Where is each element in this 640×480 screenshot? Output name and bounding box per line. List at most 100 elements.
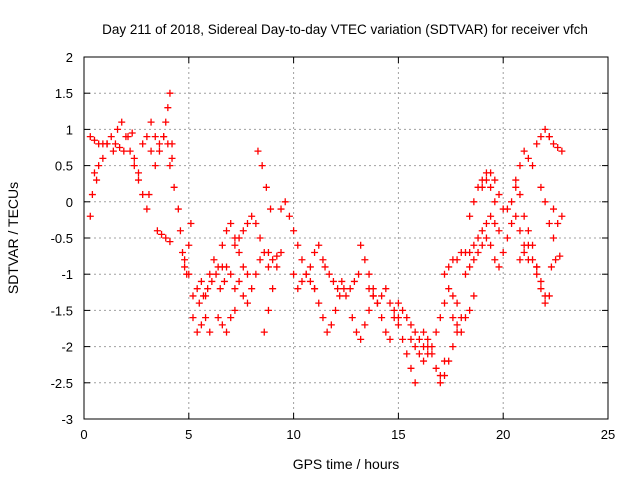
data-point xyxy=(325,270,333,278)
series-arc-22 xyxy=(311,285,348,336)
data-point xyxy=(294,241,302,249)
data-point xyxy=(235,277,243,285)
data-point xyxy=(134,176,142,184)
data-point xyxy=(545,220,553,228)
data-point xyxy=(407,321,415,329)
x-tick-label: 25 xyxy=(601,427,615,442)
data-point xyxy=(365,270,373,278)
data-point xyxy=(399,306,407,314)
data-point xyxy=(130,154,138,162)
data-point xyxy=(512,212,520,220)
series-arc-33 xyxy=(449,292,478,336)
y-tick-label: -2 xyxy=(61,340,73,355)
series-arc-23 xyxy=(321,263,363,300)
data-point xyxy=(189,292,197,300)
data-point xyxy=(147,147,155,155)
y-tick-label: -2.5 xyxy=(51,376,73,391)
data-point xyxy=(470,292,478,300)
data-point xyxy=(223,227,231,235)
series-arc-25 xyxy=(357,241,394,343)
data-point xyxy=(243,270,251,278)
data-point xyxy=(264,306,272,314)
data-point xyxy=(445,357,453,365)
data-point xyxy=(516,191,524,199)
series-arc-2 xyxy=(86,133,111,148)
data-point xyxy=(403,314,411,322)
data-point xyxy=(441,372,449,380)
series-arc-13 xyxy=(214,306,239,336)
data-point xyxy=(503,205,511,213)
data-point xyxy=(537,285,545,293)
data-point xyxy=(329,277,337,285)
data-point xyxy=(294,285,302,293)
data-point xyxy=(315,241,323,249)
data-point xyxy=(461,314,469,322)
data-point xyxy=(420,328,428,336)
data-point xyxy=(130,162,138,170)
data-point xyxy=(466,248,474,256)
data-point xyxy=(290,227,298,235)
data-point xyxy=(461,270,469,278)
series-arc-1 xyxy=(86,133,115,220)
data-point xyxy=(290,270,298,278)
data-point xyxy=(491,176,499,184)
data-point xyxy=(516,256,524,264)
data-point xyxy=(243,299,251,307)
data-point xyxy=(436,379,444,387)
data-point xyxy=(109,147,117,155)
data-point xyxy=(189,314,197,322)
data-point xyxy=(267,205,275,213)
data-point xyxy=(378,314,386,322)
data-point xyxy=(231,306,239,314)
data-point xyxy=(145,191,153,199)
data-point xyxy=(547,263,555,271)
series-arc-8 xyxy=(153,227,174,246)
data-point xyxy=(474,248,482,256)
data-point xyxy=(466,306,474,314)
data-point xyxy=(449,314,457,322)
data-point xyxy=(365,285,373,293)
data-point xyxy=(197,277,205,285)
data-point xyxy=(160,133,168,141)
x-tick-label: 5 xyxy=(185,427,192,442)
data-point xyxy=(227,220,235,228)
y-tick-label: -1 xyxy=(61,267,73,282)
data-point xyxy=(520,248,528,256)
data-point xyxy=(508,220,516,228)
data-point xyxy=(114,125,122,133)
data-point xyxy=(338,277,346,285)
series-arc-27 xyxy=(390,314,419,387)
data-point xyxy=(415,335,423,343)
data-point xyxy=(90,136,98,144)
data-point xyxy=(355,270,363,278)
data-point xyxy=(227,314,235,322)
series-arc-19 xyxy=(264,248,285,264)
data-point xyxy=(206,270,214,278)
data-point xyxy=(357,241,365,249)
series-arc-37 xyxy=(491,212,532,271)
series-arc-30 xyxy=(420,285,461,351)
data-point xyxy=(554,220,562,228)
x-tick-label: 0 xyxy=(80,427,87,442)
data-point xyxy=(482,234,490,242)
data-point xyxy=(428,343,436,351)
data-point xyxy=(107,133,115,141)
data-point xyxy=(453,256,461,264)
data-point xyxy=(516,227,524,235)
data-point xyxy=(545,133,553,141)
data-point xyxy=(323,328,331,336)
data-point xyxy=(248,212,256,220)
data-point xyxy=(128,129,136,137)
series-arc-12 xyxy=(195,270,228,307)
data-point xyxy=(332,306,340,314)
data-point xyxy=(151,162,159,170)
data-point xyxy=(436,314,444,322)
data-point xyxy=(210,256,218,264)
data-point xyxy=(491,198,499,206)
data-point xyxy=(415,350,423,358)
data-point xyxy=(378,292,386,300)
data-point xyxy=(529,256,537,264)
y-tick-label: -0.5 xyxy=(51,231,73,246)
data-point xyxy=(453,321,461,329)
